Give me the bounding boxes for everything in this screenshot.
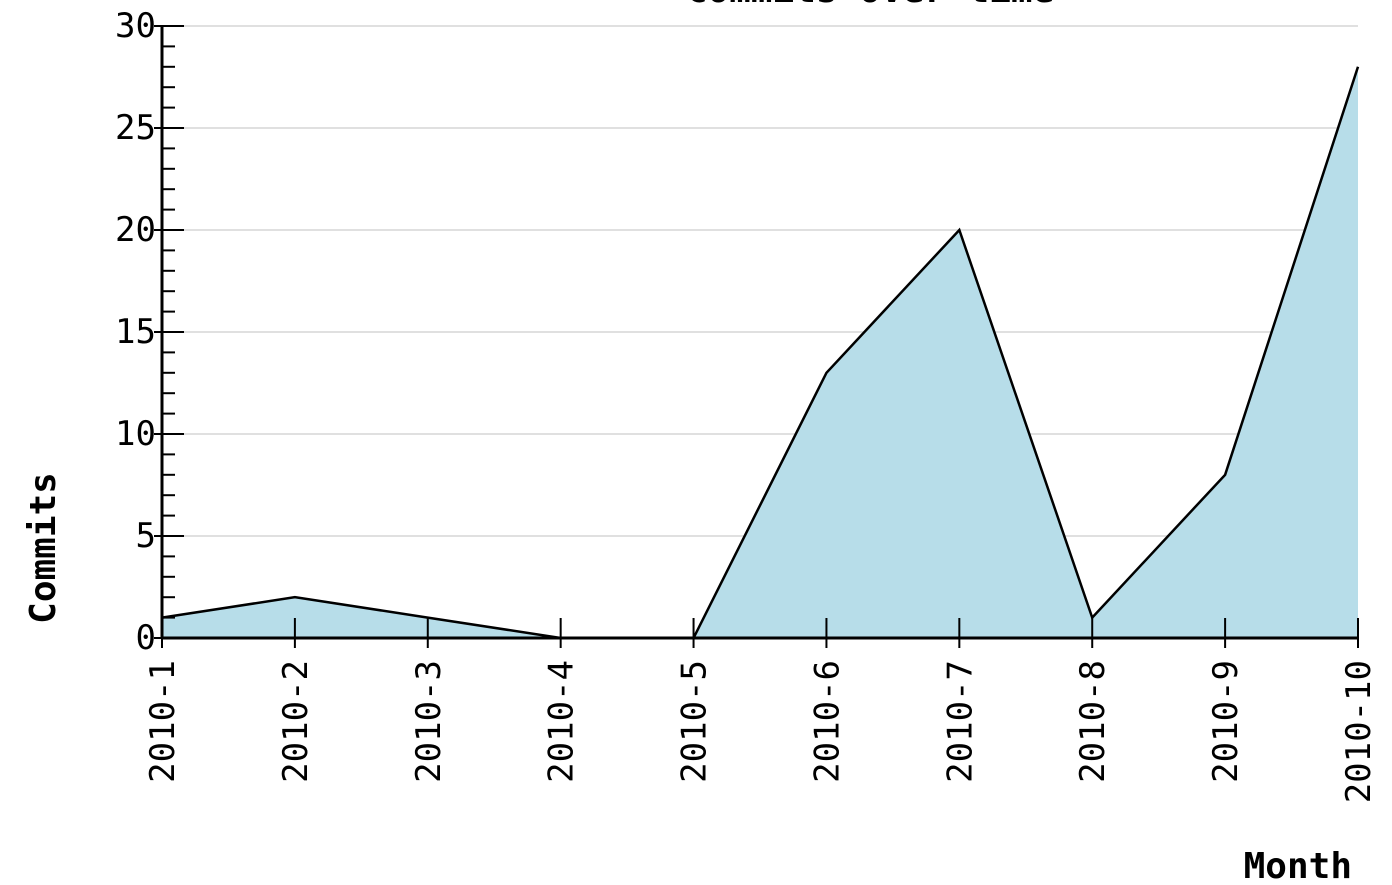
y-axis-ticks: 0 5 10 15 20 25 30: [115, 6, 162, 658]
x-tick-label-2010-7: 2010-7: [940, 660, 980, 783]
y-tick-label-25: 25: [115, 108, 156, 148]
series-line: [161, 66, 1360, 640]
y-tick-label-20: 20: [115, 210, 156, 250]
chart-title: Commits over time: [686, 0, 1054, 11]
x-tick-label-2010-5: 2010-5: [675, 660, 715, 783]
y-minor-ticks: [162, 25, 184, 639]
grid-lines: [162, 25, 1358, 537]
series-area-fill: [162, 66, 1358, 639]
x-tick-label-2010-9: 2010-9: [1206, 660, 1246, 783]
x-axis-title: Month: [1244, 846, 1352, 885]
x-tick-label-2010-4: 2010-4: [542, 660, 582, 783]
x-tick-label-2010-6: 2010-6: [807, 660, 847, 783]
x-axis-ticks: 2010-1 2010-2 2010-3 2010-4 2010-5 2010-6 2010…: [143, 618, 1379, 803]
y-tick-label-5: 5: [136, 516, 156, 556]
y-tick-label-0: 0: [136, 618, 156, 658]
x-tick-label-2010-2: 2010-2: [276, 660, 316, 783]
y-tick-label-30: 30: [115, 6, 156, 46]
x-tick-label-2010-3: 2010-3: [409, 660, 449, 783]
y-tick-label-15: 15: [115, 312, 156, 352]
y-axis-title: Commits: [23, 472, 64, 624]
area-layer: [161, 66, 1360, 640]
x-tick-label-2010-8: 2010-8: [1073, 660, 1113, 783]
x-tick-label-2010-10: 2010-10: [1339, 660, 1379, 803]
y-tick-label-10: 10: [115, 414, 156, 454]
x-tick-label-2010-1: 2010-1: [143, 660, 183, 783]
